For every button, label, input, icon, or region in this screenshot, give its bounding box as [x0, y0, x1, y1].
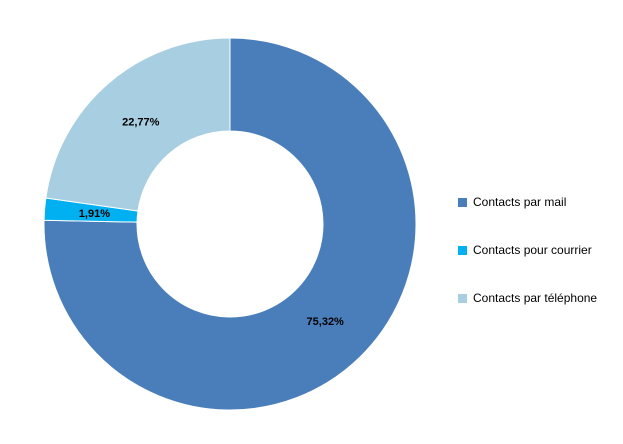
legend-label-courrier: Contacts pour courrier — [473, 243, 592, 257]
chart-legend: Contacts par mail Contacts pour courrier… — [458, 196, 597, 305]
slice-value-label: 1,91% — [79, 208, 110, 220]
legend-swatch-mail-icon — [458, 198, 467, 207]
legend-label-telephone: Contacts par téléphone — [473, 291, 598, 305]
slice-value-label: 22,77% — [122, 116, 160, 128]
legend-label-mail: Contacts par mail — [473, 195, 567, 209]
slice-value-label: 75,32% — [307, 316, 345, 328]
legend-item-contacts-pour-courrier: Contacts pour courrier — [458, 244, 597, 257]
legend-swatch-telephone-icon — [458, 294, 467, 303]
legend-item-contacts-par-telephone: Contacts par téléphone — [458, 292, 597, 305]
pie-slice-contacts-par-mail — [43, 37, 417, 411]
legend-swatch-courrier-icon — [458, 246, 467, 255]
pie-slice-contacts-par-t-l-phone — [45, 37, 231, 212]
legend-item-contacts-par-mail: Contacts par mail — [458, 196, 597, 209]
